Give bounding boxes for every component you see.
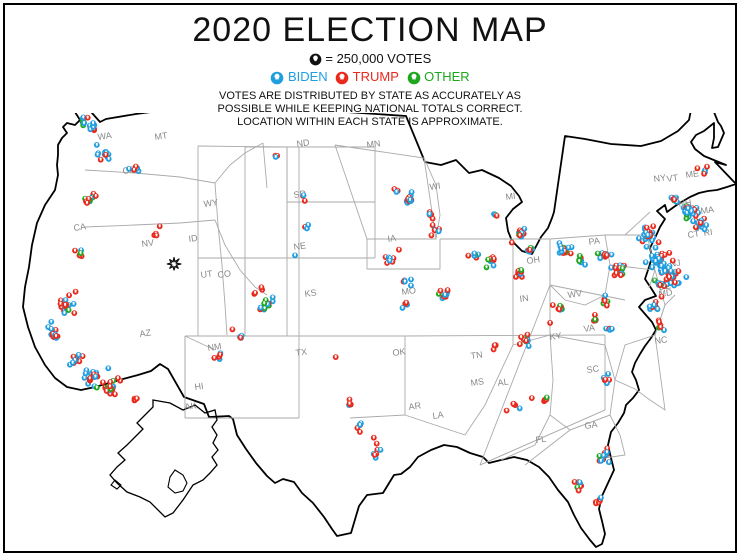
svg-text:NY: NY <box>653 172 667 184</box>
svg-text:NE: NE <box>293 240 307 252</box>
svg-text:CO: CO <box>217 268 232 280</box>
svg-text:NV: NV <box>141 237 155 249</box>
svg-text:MA: MA <box>700 204 715 216</box>
svg-text:TN: TN <box>470 349 483 361</box>
svg-text:WI: WI <box>429 181 441 192</box>
svg-text:OH: OH <box>526 254 541 266</box>
svg-text:LA: LA <box>432 410 444 421</box>
svg-text:PA: PA <box>588 235 601 246</box>
svg-text:OK: OK <box>392 346 406 358</box>
svg-text:TX: TX <box>295 346 308 358</box>
svg-text:WY: WY <box>203 197 219 209</box>
svg-text:WV: WV <box>567 288 583 300</box>
svg-text:FL: FL <box>535 434 547 445</box>
svg-text:MN: MN <box>366 138 381 150</box>
svg-text:ID: ID <box>188 233 199 244</box>
svg-text:KS: KS <box>304 287 317 299</box>
svg-text:VA: VA <box>583 322 596 333</box>
svg-text:CT: CT <box>687 228 701 240</box>
svg-text:MS: MS <box>470 376 485 388</box>
svg-text:AR: AR <box>408 400 422 412</box>
svg-text:MI: MI <box>505 191 516 202</box>
svg-text:SC: SC <box>586 363 600 375</box>
svg-text:GA: GA <box>584 419 598 431</box>
svg-text:IA: IA <box>387 233 397 244</box>
svg-text:AZ: AZ <box>139 327 152 339</box>
svg-text:MT: MT <box>154 130 169 142</box>
svg-text:WA: WA <box>97 130 112 142</box>
svg-text:NC: NC <box>654 334 669 346</box>
svg-text:HI: HI <box>194 381 204 392</box>
svg-text:UT: UT <box>200 268 214 280</box>
svg-text:IN: IN <box>519 293 529 304</box>
svg-text:VT: VT <box>666 172 679 184</box>
svg-text:CA: CA <box>73 221 87 233</box>
svg-text:ND: ND <box>296 137 311 149</box>
svg-text:AK: AK <box>184 400 197 412</box>
svg-text:KY: KY <box>549 330 562 342</box>
svg-text:AL: AL <box>497 377 509 388</box>
